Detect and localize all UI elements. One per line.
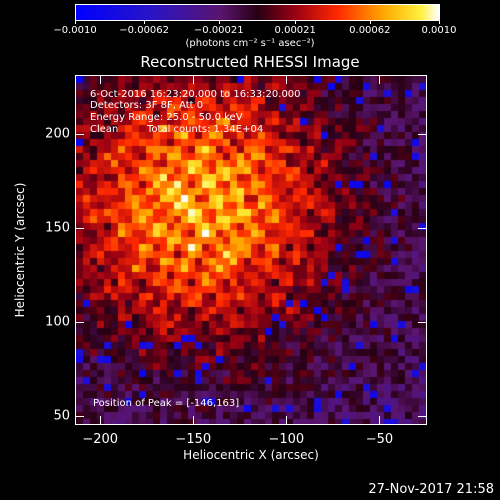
heatmap-image <box>76 76 426 424</box>
x-tick-label: −100 <box>268 432 305 447</box>
y-tick-right <box>418 416 426 418</box>
colorbar-units: (photons cm⁻² s⁻¹ asec⁻²) <box>185 38 315 49</box>
image-plot <box>75 75 427 425</box>
y-tick <box>76 322 84 324</box>
x-tick-label: −150 <box>175 432 212 447</box>
colorbar-tick-label: −0.00021 <box>193 25 244 36</box>
info-peak: Position of Peak = [-146,163] <box>93 398 240 409</box>
x-tick-top <box>286 76 288 84</box>
x-tick <box>286 416 288 424</box>
timestamp: 27-Nov-2017 21:58 <box>368 482 494 497</box>
x-axis-label: Heliocentric X (arcsec) <box>183 448 319 462</box>
info-counts: Total counts: 1.34E+04 <box>147 124 264 135</box>
colorbar <box>75 4 440 21</box>
x-tick-top <box>379 76 381 84</box>
colorbar-tick-label: −0.00062 <box>119 25 170 36</box>
info-time-range: 6-Oct-2016 16:23:20.000 to 16:33:20.000 <box>90 89 301 100</box>
colorbar-gradient <box>76 5 439 20</box>
colorbar-tick <box>295 20 297 24</box>
y-tick-label: 200 <box>45 126 70 142</box>
x-tick <box>379 416 381 424</box>
x-tick-label: −200 <box>82 432 119 447</box>
colorbar-tick <box>369 20 371 24</box>
colorbar-tick-label: 0.00062 <box>349 25 391 36</box>
colorbar-tick <box>144 20 146 24</box>
y-tick-right <box>418 228 426 230</box>
y-axis-label: Heliocentric Y (arcsec) <box>13 182 27 318</box>
x-tick-label: −50 <box>365 432 394 447</box>
info-method: Clean <box>90 124 119 135</box>
colorbar-tick <box>218 20 220 24</box>
y-tick <box>76 416 84 418</box>
colorbar-tick <box>75 20 76 24</box>
colorbar-tick-label: −0.0010 <box>53 25 97 36</box>
y-tick-label: 100 <box>45 314 70 330</box>
info-energy: Energy Range: 25.0 - 50.0 keV <box>90 112 243 123</box>
info-detectors: Detectors: 3F 8F, Att 0 <box>90 100 204 111</box>
colorbar-tick-label: 0.00021 <box>274 25 316 36</box>
y-tick <box>76 134 84 136</box>
x-tick-top <box>193 76 195 84</box>
colorbar-tick <box>439 20 440 24</box>
y-tick-label: 150 <box>45 220 70 236</box>
plot-title: Reconstructed RHESSI Image <box>140 53 360 71</box>
x-tick <box>100 416 102 424</box>
y-tick-right <box>418 134 426 136</box>
y-tick-right <box>418 322 426 324</box>
x-tick-top <box>100 76 102 84</box>
colorbar-tick-label: 0.0010 <box>421 25 457 36</box>
x-tick <box>193 416 195 424</box>
y-tick <box>76 228 84 230</box>
y-tick-label: 50 <box>53 408 70 424</box>
